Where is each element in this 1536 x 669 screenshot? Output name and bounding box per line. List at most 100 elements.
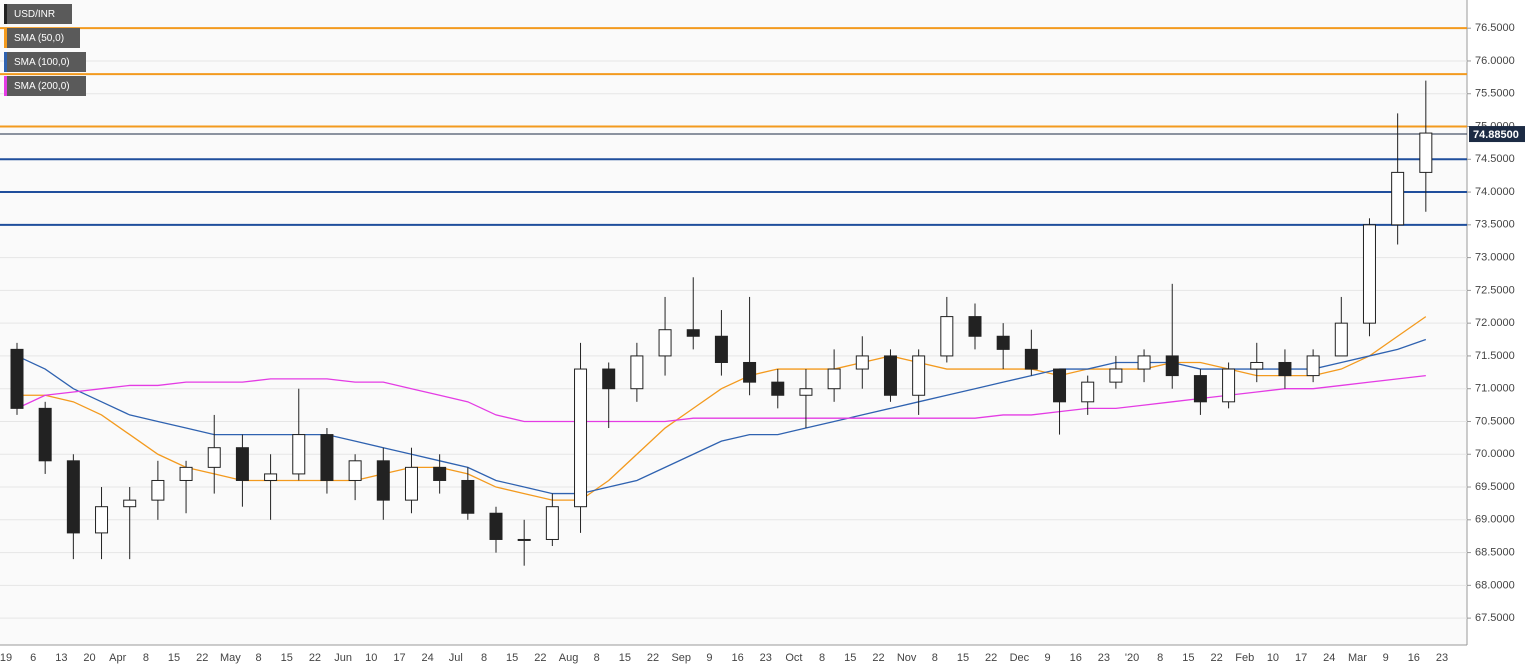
candle-body bbox=[95, 506, 109, 534]
last-price-box bbox=[1469, 126, 1525, 143]
candle-body bbox=[1278, 361, 1292, 377]
candle-body bbox=[376, 460, 390, 501]
x-tick-label: Mar bbox=[1348, 652, 1367, 664]
x-tick-label: 8 bbox=[481, 652, 487, 664]
x-tick-label: 15 bbox=[619, 652, 631, 664]
sma-line bbox=[17, 316, 1427, 501]
x-tick-label: 16 bbox=[1070, 652, 1082, 664]
candle-body bbox=[1222, 368, 1236, 403]
candle-body bbox=[996, 335, 1010, 350]
x-tick-label: Feb bbox=[1235, 652, 1254, 664]
x-tick-label: 8 bbox=[143, 652, 149, 664]
x-tick-label: 10 bbox=[365, 652, 377, 664]
x-tick-label: Oct bbox=[785, 652, 802, 664]
candle-body bbox=[574, 368, 588, 508]
x-tick-label: 8 bbox=[1157, 652, 1163, 664]
candle-body bbox=[404, 466, 418, 501]
candle-body bbox=[940, 316, 954, 357]
candle-body bbox=[123, 499, 137, 508]
y-tick-label: 71.5000 bbox=[1475, 350, 1515, 362]
candle-body bbox=[320, 434, 334, 481]
x-tick-label: 20 bbox=[83, 652, 95, 664]
y-tick-label: 68.5000 bbox=[1475, 546, 1515, 558]
candle-body bbox=[855, 355, 869, 370]
x-tick-label: 17 bbox=[393, 652, 405, 664]
x-tick-label: 22 bbox=[534, 652, 546, 664]
candle-body bbox=[1306, 355, 1320, 377]
x-tick-label: 22 bbox=[647, 652, 659, 664]
candle-body bbox=[433, 466, 447, 481]
x-tick-label: 15 bbox=[506, 652, 518, 664]
x-tick-label: 15 bbox=[844, 652, 856, 664]
candle-body bbox=[968, 316, 982, 337]
x-tick-label: 23 bbox=[1436, 652, 1448, 664]
candle-body bbox=[517, 538, 531, 541]
legend-label: USD/INR bbox=[14, 9, 55, 20]
x-tick-label: 8 bbox=[594, 652, 600, 664]
x-tick-label: 13 bbox=[55, 652, 67, 664]
x-tick-label: Nov bbox=[897, 652, 917, 664]
candle-body bbox=[66, 460, 80, 534]
x-tick-label: Dec bbox=[1010, 652, 1030, 664]
candle-body bbox=[1193, 375, 1207, 403]
candle-body bbox=[743, 361, 757, 383]
legend-swatch bbox=[4, 76, 7, 96]
candle-body bbox=[883, 355, 897, 396]
candle-body bbox=[658, 329, 672, 357]
legend-box bbox=[4, 76, 86, 96]
candle-body bbox=[264, 473, 278, 481]
x-tick-label: 8 bbox=[819, 652, 825, 664]
legend-box bbox=[4, 28, 80, 48]
x-tick-label: 10 bbox=[1267, 652, 1279, 664]
y-tick-label: 74.0000 bbox=[1475, 186, 1515, 198]
x-tick-label: Sep bbox=[671, 652, 691, 664]
candle-body bbox=[1137, 355, 1151, 370]
x-tick-label: 8 bbox=[932, 652, 938, 664]
x-tick-label: 15 bbox=[281, 652, 293, 664]
sma-line bbox=[16, 374, 1426, 423]
y-tick-label: 69.5000 bbox=[1475, 481, 1515, 493]
x-tick-label: 22 bbox=[1210, 652, 1222, 664]
y-tick-label: 73.0000 bbox=[1475, 252, 1515, 264]
candle-body bbox=[686, 329, 700, 337]
candle-body bbox=[1081, 381, 1095, 403]
last-price-label: 74.88500 bbox=[1473, 129, 1519, 141]
candle-body bbox=[771, 381, 785, 396]
x-tick-label: 15 bbox=[957, 652, 969, 664]
candle-body bbox=[235, 447, 249, 481]
plot-area bbox=[0, 0, 1467, 645]
x-tick-label: 6 bbox=[30, 652, 36, 664]
candle-body bbox=[10, 348, 24, 409]
candle-body bbox=[1419, 132, 1433, 173]
candle-body bbox=[292, 434, 306, 475]
candle-body bbox=[1053, 368, 1067, 403]
y-tick-label: 68.0000 bbox=[1475, 579, 1515, 591]
legend-label: SMA (200,0) bbox=[14, 81, 70, 92]
x-tick-label: May bbox=[220, 652, 241, 664]
x-tick-label: 22 bbox=[872, 652, 884, 664]
y-tick-label: 72.0000 bbox=[1475, 317, 1515, 329]
y-tick-label: 67.5000 bbox=[1475, 612, 1515, 624]
candle-body bbox=[179, 466, 193, 481]
x-tick-label: 23 bbox=[1098, 652, 1110, 664]
y-tick-label: 71.0000 bbox=[1475, 383, 1515, 395]
y-tick-label: 70.5000 bbox=[1475, 415, 1515, 427]
x-tick-label: Apr bbox=[109, 652, 126, 664]
legend-box bbox=[4, 52, 86, 72]
x-tick-label: 16 bbox=[731, 652, 743, 664]
candle-body bbox=[348, 460, 362, 481]
candle-body bbox=[799, 388, 813, 396]
x-tick-label: '20 bbox=[1125, 652, 1139, 664]
x-tick-label: Aug bbox=[559, 652, 579, 664]
x-tick-label: 9 bbox=[1383, 652, 1389, 664]
x-tick-label: '19 bbox=[0, 652, 12, 664]
candle-body bbox=[1250, 361, 1264, 370]
y-tick-label: 72.5000 bbox=[1475, 284, 1515, 296]
x-tick-label: 8 bbox=[256, 652, 262, 664]
candle-body bbox=[630, 355, 644, 390]
x-tick-label: 24 bbox=[422, 652, 434, 664]
candle-body bbox=[545, 506, 559, 540]
candle-body bbox=[1391, 171, 1405, 226]
legend-box bbox=[4, 4, 72, 24]
